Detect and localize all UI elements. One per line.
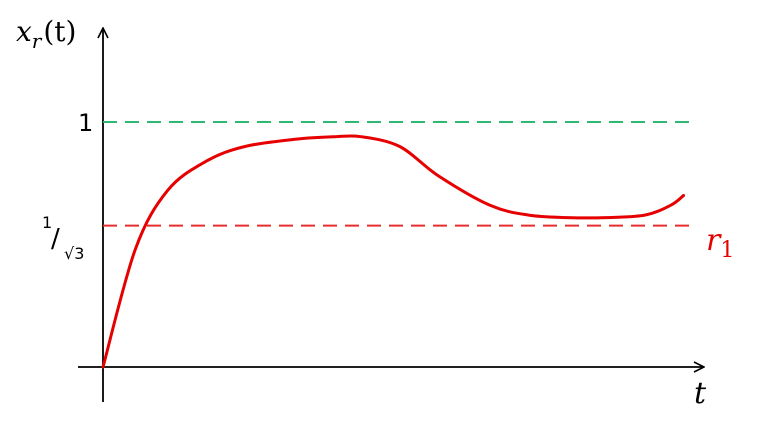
y-tick-label-one-over-sqrt3: 1 / √3 <box>42 213 84 263</box>
tick-numerator: 1 <box>42 213 52 232</box>
y-tick-label-one: 1 <box>78 109 93 137</box>
tick-denominator: √3 <box>64 244 84 263</box>
x-axis-label: t <box>694 376 707 411</box>
y-axis-label: xr(t) <box>16 15 76 53</box>
tick-slash: / <box>51 224 60 254</box>
reference-line-label-r1: r1 <box>706 223 734 263</box>
series-line <box>101 134 685 369</box>
